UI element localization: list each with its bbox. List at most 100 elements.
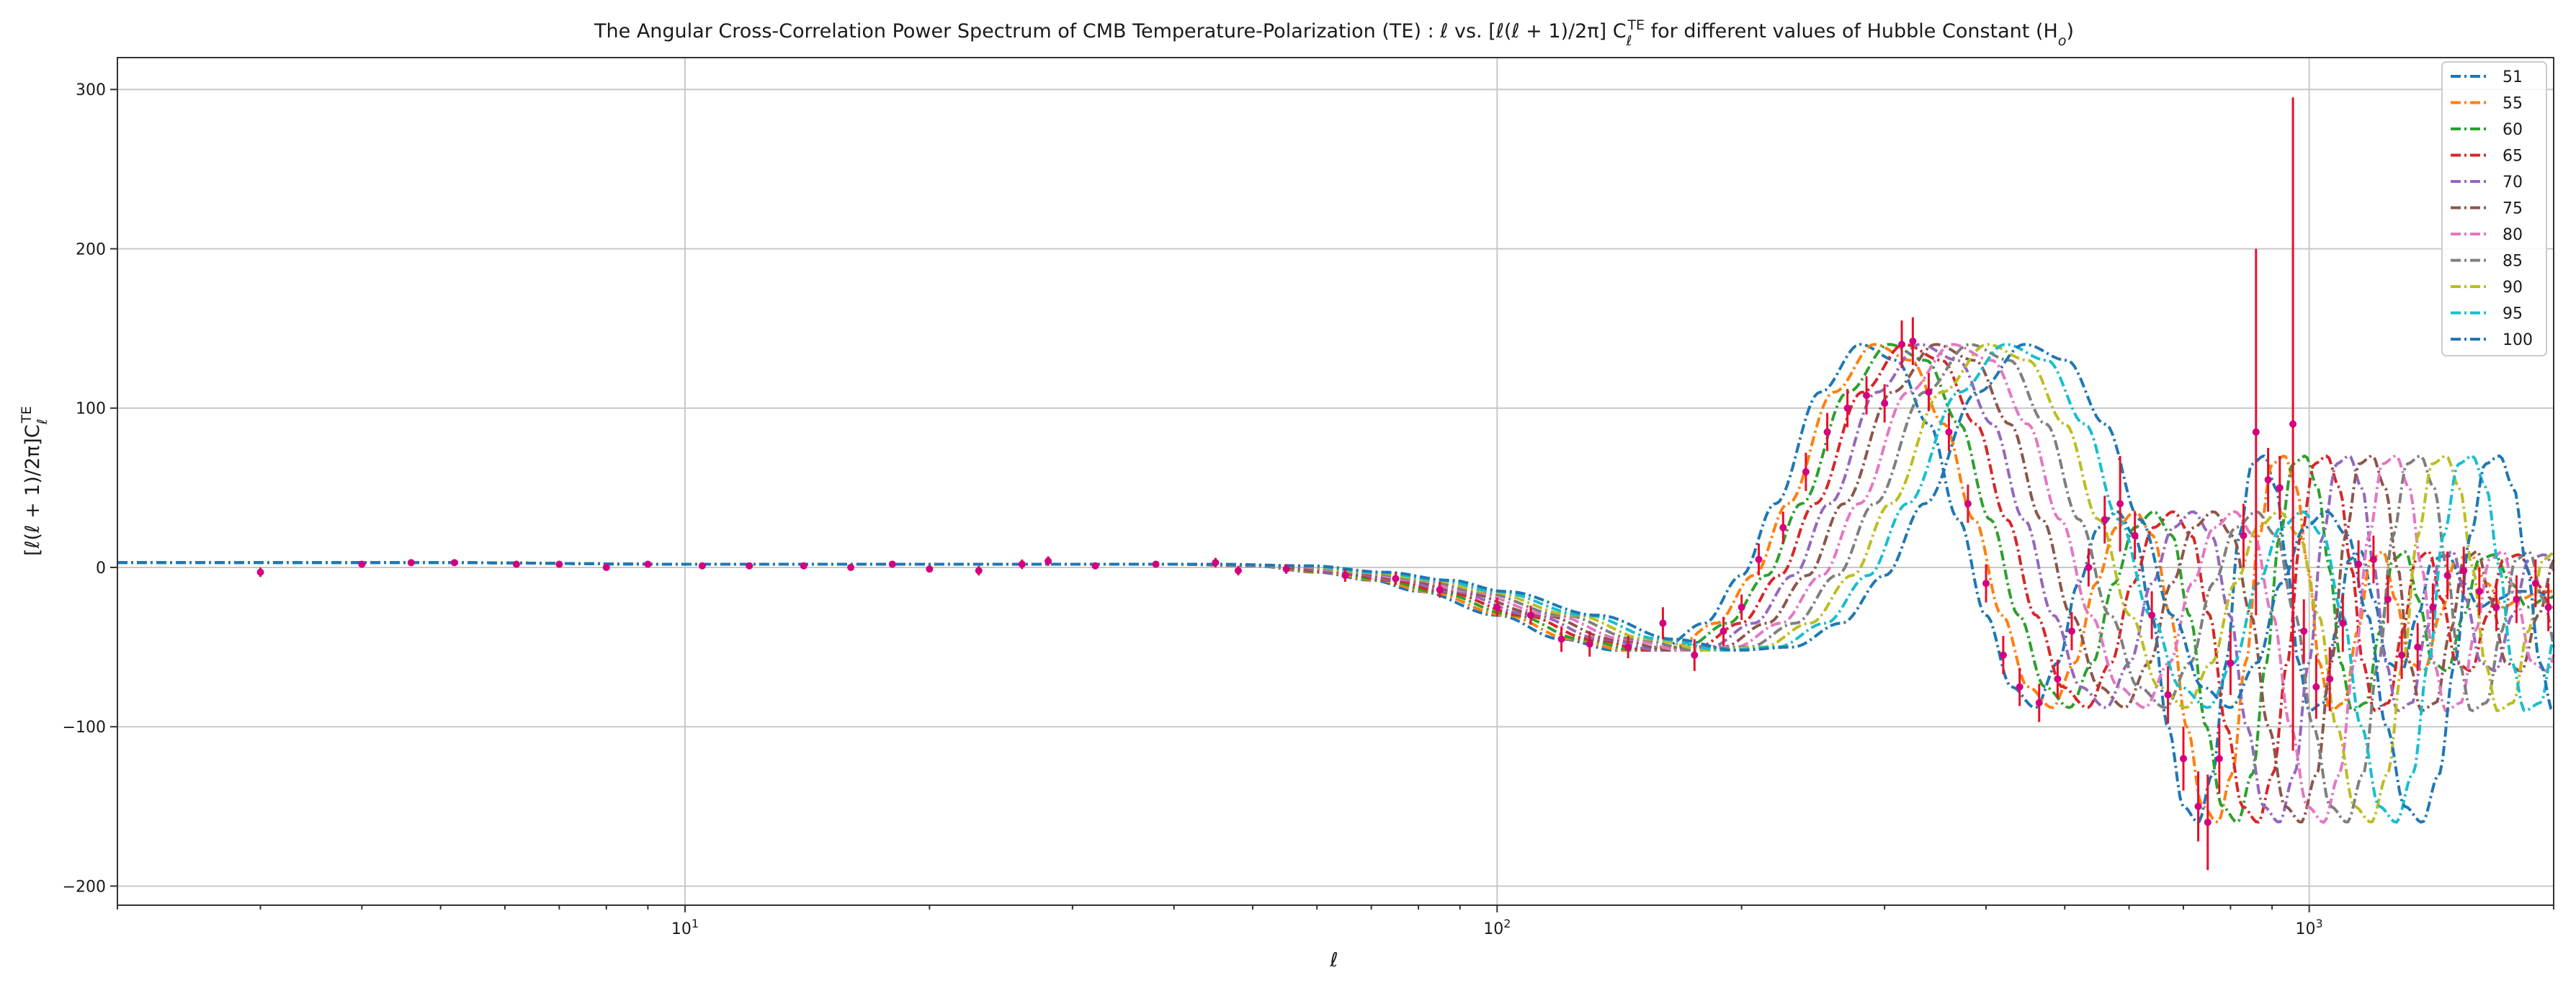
data-point — [1964, 500, 1972, 508]
data-point — [1526, 611, 1534, 619]
data-point — [1843, 404, 1851, 412]
y-tick-label: 200 — [76, 241, 106, 259]
data-point — [2355, 560, 2363, 568]
y-axis-ticks: 300 200 100 0 −100 −200 — [63, 81, 117, 896]
data-point — [2339, 619, 2347, 627]
data-point — [450, 559, 458, 567]
data-point — [1282, 565, 1290, 573]
data-point — [2326, 675, 2334, 683]
legend-label-65: 65 — [2503, 148, 2523, 166]
x-tick-label: 102 — [1483, 917, 1511, 939]
data-point — [1945, 428, 1953, 436]
data-point — [1493, 603, 1501, 611]
measurement-points — [256, 97, 2552, 871]
data-point — [1719, 627, 1727, 635]
data-point — [847, 563, 855, 571]
data-point — [512, 560, 520, 568]
data-point — [2398, 651, 2406, 659]
data-point — [256, 568, 264, 576]
data-point — [2164, 691, 2172, 699]
data-point — [1212, 559, 1220, 567]
legend-label-100: 100 — [2503, 331, 2533, 349]
data-point — [2276, 484, 2284, 492]
series-line-85 — [117, 343, 2555, 824]
data-point — [1898, 341, 1906, 349]
data-point — [1738, 603, 1745, 611]
data-point — [1779, 524, 1787, 531]
legend-label-80: 80 — [2503, 226, 2523, 244]
data-point — [1802, 468, 1810, 476]
legend-label-90: 90 — [2503, 279, 2523, 297]
data-point — [2204, 818, 2211, 826]
data-point — [1557, 635, 1565, 643]
data-point — [1091, 562, 1099, 570]
data-point — [2544, 603, 2552, 611]
x-tick-label: 103 — [2296, 917, 2323, 939]
legend: 51 55 60 65 70 75 80 85 90 95 100 — [2441, 61, 2547, 356]
data-point — [1999, 651, 2007, 659]
data-point — [2215, 755, 2223, 763]
data-point — [1925, 388, 1933, 396]
y-axis-label: [ℓ(ℓ + 1)/2π]CℓTE — [19, 406, 50, 556]
data-point — [602, 563, 610, 571]
legend-label-95: 95 — [2503, 305, 2523, 323]
data-point — [2016, 683, 2023, 691]
data-point — [2289, 420, 2297, 428]
data-point — [1909, 337, 1917, 345]
chart-title: The Angular Cross-Correlation Power Spec… — [594, 17, 2074, 49]
series-line-65 — [117, 343, 2554, 824]
data-point — [2429, 603, 2437, 611]
data-point — [1586, 640, 1593, 648]
legend-box — [2441, 61, 2547, 356]
data-point — [1436, 585, 1444, 593]
data-point — [1823, 428, 1831, 436]
data-point — [2460, 567, 2468, 575]
series-line-90 — [117, 343, 2555, 824]
series-line-95 — [117, 343, 2555, 824]
data-point — [746, 562, 753, 570]
plot-frame — [117, 57, 2554, 906]
data-point — [800, 562, 808, 570]
data-point — [407, 559, 415, 567]
x-tick-label: 101 — [671, 917, 699, 939]
data-point — [2369, 555, 2377, 563]
x-axis-ticks: 101 102 103 — [117, 905, 2554, 938]
legend-label-60: 60 — [2503, 121, 2523, 139]
data-point — [2085, 563, 2093, 571]
y-tick-label: −200 — [63, 878, 106, 896]
data-point — [2180, 755, 2188, 763]
data-point — [1392, 575, 1400, 583]
y-tick-label: 0 — [96, 560, 106, 578]
data-point — [1691, 651, 1699, 659]
series-line-51 — [117, 343, 2554, 824]
data-point — [644, 560, 652, 568]
data-point — [2227, 659, 2235, 667]
legend-label-55: 55 — [2503, 95, 2523, 113]
data-point — [1045, 557, 1052, 565]
data-point — [1018, 560, 1026, 568]
legend-label-85: 85 — [2503, 253, 2523, 271]
data-point — [2513, 596, 2521, 603]
legend-label-75: 75 — [2503, 200, 2523, 218]
x-axis-label: ℓ — [1329, 949, 1338, 971]
y-tick-label: 300 — [76, 81, 106, 99]
data-point — [2414, 643, 2422, 651]
data-point — [2035, 699, 2043, 707]
model-curves — [117, 343, 2555, 824]
data-point — [2264, 476, 2272, 484]
data-point — [2101, 516, 2108, 524]
data-point — [1881, 400, 1889, 408]
data-point — [2300, 627, 2308, 635]
data-point — [2492, 603, 2500, 611]
data-point — [2384, 596, 2392, 603]
data-point — [2194, 802, 2202, 810]
data-point — [2116, 500, 2124, 508]
data-point — [2148, 611, 2156, 619]
y-tick-label: 100 — [76, 400, 106, 418]
data-point — [2475, 588, 2483, 596]
data-point — [1341, 572, 1349, 580]
data-point — [1982, 580, 1990, 588]
data-point — [698, 562, 706, 570]
legend-label-51: 51 — [2503, 68, 2523, 86]
